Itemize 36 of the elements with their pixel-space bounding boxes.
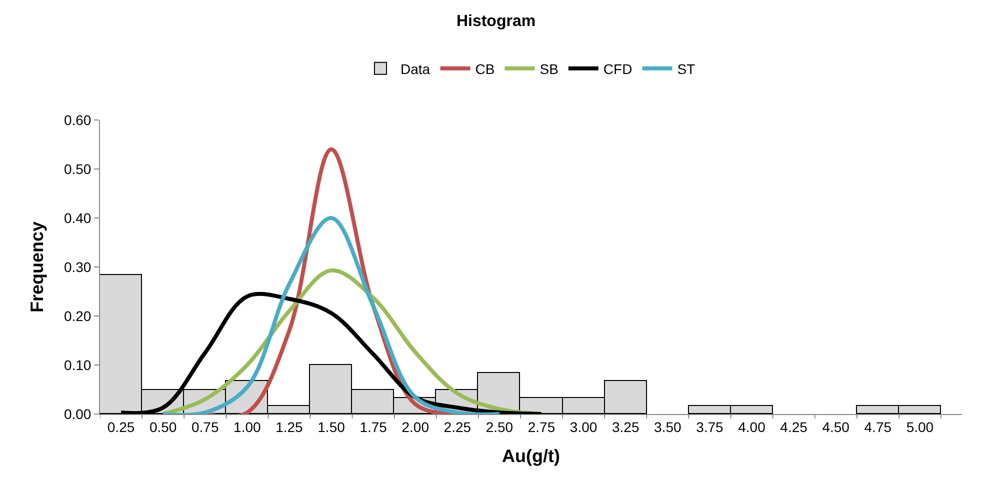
chart-title: Histogram [456, 12, 536, 30]
x-tick-label: 1.75 [360, 418, 388, 435]
y-axis-title: Frequency [27, 221, 48, 313]
x-tick-label: 1.25 [276, 418, 304, 435]
x-tick-label: 1.50 [318, 418, 346, 435]
y-tick-label: 0.20 [64, 308, 92, 324]
legend-label: SB [540, 60, 558, 77]
legend-label: Data [400, 60, 430, 77]
x-axis-title: Au(g/t) [502, 446, 560, 466]
x-tick-label: 0.25 [107, 418, 135, 435]
x-tick-label: 2.50 [486, 418, 514, 435]
x-tick-label: 3.25 [612, 418, 640, 435]
y-tick-label: 0.50 [64, 160, 92, 177]
y-tick-label: 0.60 [64, 112, 92, 128]
x-tick-label: 4.75 [864, 418, 892, 435]
x-tick-label: 2.00 [402, 418, 430, 435]
y-tick-label: 0.10 [64, 356, 92, 373]
y-tick-label: 0.00 [64, 406, 92, 422]
legend-label: ST [677, 60, 696, 77]
y-tick-label: 0.30 [64, 258, 92, 275]
x-tick-label: 4.50 [822, 418, 850, 435]
x-tick-label: 3.75 [696, 418, 724, 435]
x-tick-label: 0.75 [191, 418, 219, 435]
x-tick-label: 4.25 [780, 418, 808, 435]
legend-label: CB [475, 60, 495, 77]
x-tick-label: 5.00 [906, 418, 934, 435]
y-tick-label: 0.40 [64, 210, 92, 226]
x-tick-label: 3.50 [654, 418, 682, 435]
line-series [161, 216, 502, 414]
x-tick-label: 1.00 [234, 418, 262, 435]
x-tick-label: 2.25 [444, 418, 472, 435]
x-tick-label: 2.75 [528, 418, 556, 435]
x-tick-label: 0.50 [149, 418, 177, 435]
x-tick-label: 4.00 [738, 418, 766, 435]
legend-label: CFD [603, 60, 632, 77]
x-tick-label: 3.00 [570, 418, 598, 435]
